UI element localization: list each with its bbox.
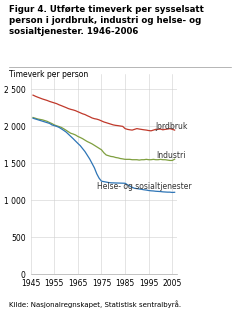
Text: Kilde: Nasjonalregnskapet, Statistisk sentralbyrå.: Kilde: Nasjonalregnskapet, Statistisk se… <box>9 301 181 308</box>
Text: Industri: Industri <box>156 151 185 160</box>
Text: Timeverk per person: Timeverk per person <box>9 70 89 79</box>
Text: Jordbruk: Jordbruk <box>156 122 188 131</box>
Text: Helse- og sosialtjenester: Helse- og sosialtjenester <box>97 182 191 191</box>
Text: Figur 4. Utførte timeverk per sysselsatt
person i jordbruk, industri og helse- o: Figur 4. Utførte timeverk per sysselsatt… <box>9 5 204 36</box>
